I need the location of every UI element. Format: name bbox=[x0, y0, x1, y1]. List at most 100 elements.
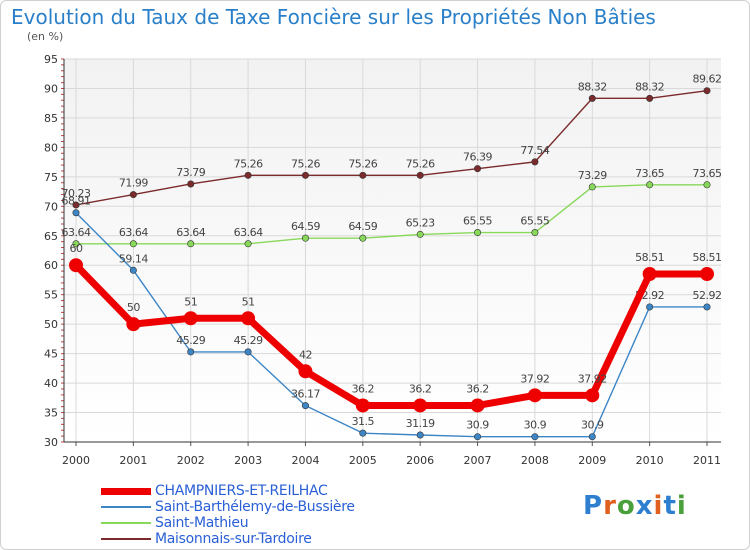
line-chart: 30 35 40 45 50 55 60 65 70 75 80 85 90 95 2000 2001 2002… bbox=[44, 53, 722, 467]
data-label-maisonnais-sur-tardoire: 89.62 bbox=[693, 73, 722, 86]
data-point-saint-barthelemy-de-bussiere bbox=[703, 303, 711, 311]
data-label-saint-mathieu: 65.55 bbox=[520, 215, 549, 228]
data-label-saint-mathieu: 63.64 bbox=[62, 226, 91, 239]
data-point-saint-mathieu bbox=[703, 181, 711, 189]
data-label-saint-mathieu: 65.23 bbox=[406, 216, 435, 229]
x-tick-label: 2004 bbox=[291, 454, 319, 467]
y-tick-label: 50 bbox=[44, 318, 58, 331]
data-point-saint-barthelemy-de-bussiere bbox=[359, 429, 367, 437]
y-tick-label: 85 bbox=[44, 112, 58, 125]
data-point-maisonnais-sur-tardoire bbox=[72, 201, 80, 209]
legend-swatch bbox=[101, 522, 151, 524]
x-tick-label: 2010 bbox=[636, 454, 664, 467]
data-point-saint-mathieu bbox=[187, 240, 195, 248]
data-point-champniers-et-reilhac bbox=[413, 398, 428, 413]
data-point-saint-barthelemy-de-bussiere bbox=[187, 348, 195, 356]
y-tick-label: 65 bbox=[44, 230, 58, 243]
data-label-saint-mathieu: 73.29 bbox=[578, 169, 607, 182]
data-label-saint-barthelemy-de-bussiere: 52.92 bbox=[693, 289, 722, 302]
x-tick-label: 2002 bbox=[177, 454, 205, 467]
legend-label: Saint-Mathieu bbox=[155, 515, 249, 531]
data-point-maisonnais-sur-tardoire bbox=[646, 94, 654, 102]
data-label-maisonnais-sur-tardoire: 73.79 bbox=[176, 166, 205, 179]
data-point-champniers-et-reilhac bbox=[126, 317, 141, 332]
logo-letter: t bbox=[663, 491, 677, 521]
data-point-saint-barthelemy-de-bussiere bbox=[72, 209, 80, 217]
data-point-champniers-et-reilhac bbox=[700, 267, 714, 282]
data-point-saint-mathieu bbox=[301, 234, 309, 242]
data-point-saint-mathieu bbox=[416, 230, 424, 238]
data-point-maisonnais-sur-tardoire bbox=[359, 171, 367, 179]
data-label-champniers-et-reilhac: 42 bbox=[299, 348, 312, 361]
data-label-saint-barthelemy-de-bussiere: 36.17 bbox=[291, 388, 320, 401]
x-tick-label: 2011 bbox=[693, 454, 721, 467]
data-point-champniers-et-reilhac bbox=[585, 388, 600, 403]
data-point-champniers-et-reilhac bbox=[69, 258, 83, 273]
data-label-saint-barthelemy-de-bussiere: 30.9 bbox=[466, 419, 489, 432]
data-point-champniers-et-reilhac bbox=[183, 311, 198, 326]
proxiti-logo: Proxiti bbox=[583, 491, 687, 521]
data-label-champniers-et-reilhac: 60 bbox=[70, 242, 83, 255]
plot-area bbox=[64, 59, 721, 442]
data-label-saint-barthelemy-de-bussiere: 59.14 bbox=[119, 252, 148, 265]
data-label-maisonnais-sur-tardoire: 77.54 bbox=[520, 144, 549, 157]
x-tick-label: 2000 bbox=[62, 454, 90, 467]
legend-swatch bbox=[101, 506, 151, 508]
y-tick-label: 70 bbox=[44, 200, 58, 213]
legend-item: Saint-Mathieu bbox=[101, 515, 521, 531]
data-point-saint-mathieu bbox=[646, 181, 654, 189]
data-label-saint-barthelemy-de-bussiere: 30.9 bbox=[524, 419, 547, 432]
data-label-saint-barthelemy-de-bussiere: 68.91 bbox=[62, 195, 91, 208]
data-point-maisonnais-sur-tardoire bbox=[474, 165, 482, 173]
x-tick-label: 2003 bbox=[234, 454, 262, 467]
data-label-saint-mathieu: 65.55 bbox=[463, 215, 492, 228]
legend-item: Saint-Barthélemy-de-Bussière bbox=[101, 499, 521, 515]
y-tick-label: 40 bbox=[44, 377, 58, 390]
data-label-champniers-et-reilhac: 58.51 bbox=[693, 251, 722, 264]
legend-swatch bbox=[101, 487, 151, 495]
data-point-champniers-et-reilhac bbox=[470, 398, 485, 413]
x-tick-label: 2005 bbox=[349, 454, 377, 467]
chart-subtitle: (en %) bbox=[27, 30, 64, 43]
data-label-saint-mathieu: 63.64 bbox=[234, 226, 263, 239]
data-label-saint-barthelemy-de-bussiere: 31.5 bbox=[352, 415, 375, 428]
data-point-saint-barthelemy-de-bussiere bbox=[531, 433, 539, 441]
data-label-maisonnais-sur-tardoire: 70.23 bbox=[62, 187, 91, 200]
data-label-champniers-et-reilhac: 58.51 bbox=[635, 251, 664, 264]
logo-letter: i bbox=[676, 491, 687, 521]
data-point-saint-barthelemy-de-bussiere bbox=[588, 433, 596, 441]
data-point-champniers-et-reilhac bbox=[241, 311, 256, 326]
chart-title: Evolution du Taux de Taxe Foncière sur l… bbox=[11, 5, 656, 29]
data-label-champniers-et-reilhac: 37.92 bbox=[520, 372, 549, 385]
data-label-champniers-et-reilhac: 36.2 bbox=[409, 382, 432, 395]
y-tick-label: 45 bbox=[44, 348, 58, 361]
legend-label: Saint-Barthélemy-de-Bussière bbox=[155, 499, 355, 515]
series-line-champniers-et-reilhac bbox=[72, 261, 711, 409]
data-label-saint-mathieu: 64.59 bbox=[348, 220, 377, 233]
data-point-maisonnais-sur-tardoire bbox=[187, 180, 195, 188]
data-label-maisonnais-sur-tardoire: 75.26 bbox=[406, 157, 435, 170]
x-tick-label: 2009 bbox=[578, 454, 606, 467]
data-label-saint-barthelemy-de-bussiere: 45.29 bbox=[234, 334, 263, 347]
data-label-saint-mathieu: 73.65 bbox=[635, 167, 664, 180]
data-label-saint-mathieu: 63.64 bbox=[176, 226, 205, 239]
data-point-maisonnais-sur-tardoire bbox=[301, 171, 309, 179]
y-tick-label: 35 bbox=[44, 407, 58, 420]
data-point-champniers-et-reilhac bbox=[355, 398, 370, 413]
legend-item: Maisonnais-sur-Tardoire bbox=[101, 531, 521, 547]
series-line-saint-barthelemy-de-bussiere bbox=[75, 212, 708, 438]
data-point-maisonnais-sur-tardoire bbox=[244, 171, 252, 179]
series-line-maisonnais-sur-tardoire bbox=[75, 90, 708, 206]
logo-letter: o bbox=[616, 491, 636, 521]
data-label-saint-mathieu: 73.65 bbox=[693, 167, 722, 180]
data-label-saint-mathieu: 63.64 bbox=[119, 226, 148, 239]
data-point-maisonnais-sur-tardoire bbox=[703, 87, 711, 95]
data-label-maisonnais-sur-tardoire: 75.26 bbox=[234, 157, 263, 170]
data-point-maisonnais-sur-tardoire bbox=[531, 158, 539, 166]
x-tick-label: 2008 bbox=[521, 454, 549, 467]
y-tick-label: 75 bbox=[44, 171, 58, 184]
data-point-maisonnais-sur-tardoire bbox=[588, 94, 596, 102]
y-tick-label: 95 bbox=[44, 53, 58, 66]
legend-label: CHAMPNIERS-ET-REILHAC bbox=[155, 483, 328, 499]
